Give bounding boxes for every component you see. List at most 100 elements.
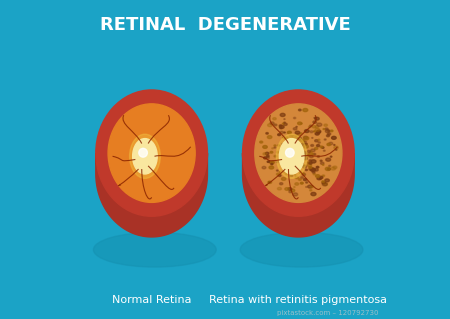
Ellipse shape [288, 144, 292, 147]
Ellipse shape [266, 155, 269, 157]
Ellipse shape [293, 128, 297, 130]
Ellipse shape [297, 152, 302, 154]
Ellipse shape [285, 149, 289, 151]
Ellipse shape [322, 182, 325, 184]
Ellipse shape [294, 157, 295, 158]
Ellipse shape [315, 169, 318, 171]
Ellipse shape [299, 154, 302, 155]
Ellipse shape [284, 170, 288, 173]
Ellipse shape [302, 174, 306, 176]
Ellipse shape [301, 133, 302, 134]
Ellipse shape [280, 113, 285, 116]
Ellipse shape [306, 159, 307, 160]
Ellipse shape [279, 125, 284, 129]
Ellipse shape [273, 118, 276, 120]
Ellipse shape [292, 155, 293, 156]
Ellipse shape [310, 189, 312, 191]
Ellipse shape [313, 121, 317, 123]
Ellipse shape [288, 143, 293, 146]
Ellipse shape [294, 187, 295, 188]
Ellipse shape [303, 153, 308, 156]
Ellipse shape [289, 135, 292, 137]
Ellipse shape [272, 148, 274, 149]
Ellipse shape [279, 126, 280, 127]
Ellipse shape [285, 188, 289, 190]
Ellipse shape [315, 132, 319, 135]
Ellipse shape [281, 177, 286, 180]
Ellipse shape [295, 176, 298, 179]
Ellipse shape [303, 166, 306, 168]
Ellipse shape [287, 166, 289, 167]
Ellipse shape [296, 159, 301, 162]
Ellipse shape [293, 117, 296, 119]
Text: Retina with retinitis pigmentosa: Retina with retinitis pigmentosa [209, 295, 387, 305]
Ellipse shape [301, 177, 303, 178]
Ellipse shape [302, 163, 303, 164]
Ellipse shape [334, 146, 338, 149]
Ellipse shape [292, 135, 297, 138]
Ellipse shape [307, 150, 310, 152]
Ellipse shape [316, 166, 319, 168]
Ellipse shape [295, 183, 299, 185]
Ellipse shape [294, 148, 297, 151]
Ellipse shape [309, 162, 312, 164]
Ellipse shape [277, 151, 279, 153]
Ellipse shape [284, 137, 288, 139]
Ellipse shape [289, 191, 292, 193]
Ellipse shape [267, 161, 270, 162]
Ellipse shape [299, 157, 303, 160]
Ellipse shape [315, 128, 320, 131]
Polygon shape [96, 153, 207, 237]
Ellipse shape [301, 144, 303, 145]
Ellipse shape [301, 164, 303, 166]
Ellipse shape [328, 168, 330, 170]
Ellipse shape [301, 123, 302, 124]
Ellipse shape [280, 131, 284, 134]
Ellipse shape [297, 152, 299, 154]
Ellipse shape [288, 160, 291, 162]
Ellipse shape [284, 161, 287, 163]
Ellipse shape [313, 153, 316, 155]
Ellipse shape [314, 117, 315, 118]
Ellipse shape [280, 127, 282, 129]
Ellipse shape [297, 137, 302, 140]
Ellipse shape [306, 169, 307, 171]
Ellipse shape [296, 153, 299, 155]
Ellipse shape [291, 175, 293, 176]
Ellipse shape [311, 160, 316, 163]
Ellipse shape [302, 140, 305, 142]
Ellipse shape [324, 150, 325, 151]
Ellipse shape [299, 139, 304, 142]
Ellipse shape [302, 144, 303, 145]
Ellipse shape [255, 104, 342, 202]
Ellipse shape [298, 149, 299, 150]
Ellipse shape [322, 175, 324, 176]
Ellipse shape [94, 232, 216, 267]
Ellipse shape [318, 142, 320, 143]
Ellipse shape [297, 148, 301, 151]
Ellipse shape [297, 134, 301, 136]
Ellipse shape [298, 149, 299, 151]
Ellipse shape [270, 122, 274, 124]
Ellipse shape [298, 109, 301, 111]
Ellipse shape [310, 125, 312, 127]
Text: RETINAL  DEGENERATIVE: RETINAL DEGENERATIVE [99, 16, 351, 34]
Ellipse shape [295, 155, 300, 158]
Ellipse shape [298, 179, 302, 181]
Ellipse shape [263, 145, 267, 148]
Ellipse shape [305, 159, 306, 160]
Ellipse shape [326, 158, 331, 161]
Ellipse shape [290, 148, 293, 150]
Ellipse shape [301, 182, 303, 184]
Ellipse shape [303, 144, 305, 145]
Ellipse shape [295, 153, 297, 154]
Ellipse shape [288, 158, 291, 161]
Ellipse shape [319, 176, 323, 179]
Ellipse shape [283, 145, 287, 147]
Ellipse shape [269, 182, 270, 183]
Ellipse shape [292, 170, 294, 171]
Ellipse shape [325, 128, 328, 130]
Ellipse shape [289, 150, 292, 152]
Ellipse shape [290, 175, 292, 176]
Ellipse shape [301, 152, 304, 154]
